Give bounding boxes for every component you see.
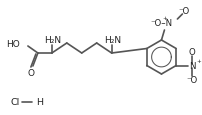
Text: ⁻O–N: ⁻O–N	[150, 19, 173, 28]
Text: H₂N: H₂N	[104, 36, 121, 45]
Text: +: +	[196, 59, 201, 63]
Text: H: H	[36, 98, 43, 107]
Text: O: O	[189, 48, 196, 56]
Text: +: +	[162, 16, 167, 21]
Text: ⁻O: ⁻O	[186, 75, 198, 84]
Text: N: N	[189, 61, 195, 70]
Text: Cl: Cl	[11, 98, 20, 107]
Text: O: O	[27, 69, 34, 78]
Text: HO: HO	[6, 40, 20, 49]
Text: H₂N: H₂N	[44, 36, 61, 45]
Text: ⁻O: ⁻O	[179, 7, 190, 16]
